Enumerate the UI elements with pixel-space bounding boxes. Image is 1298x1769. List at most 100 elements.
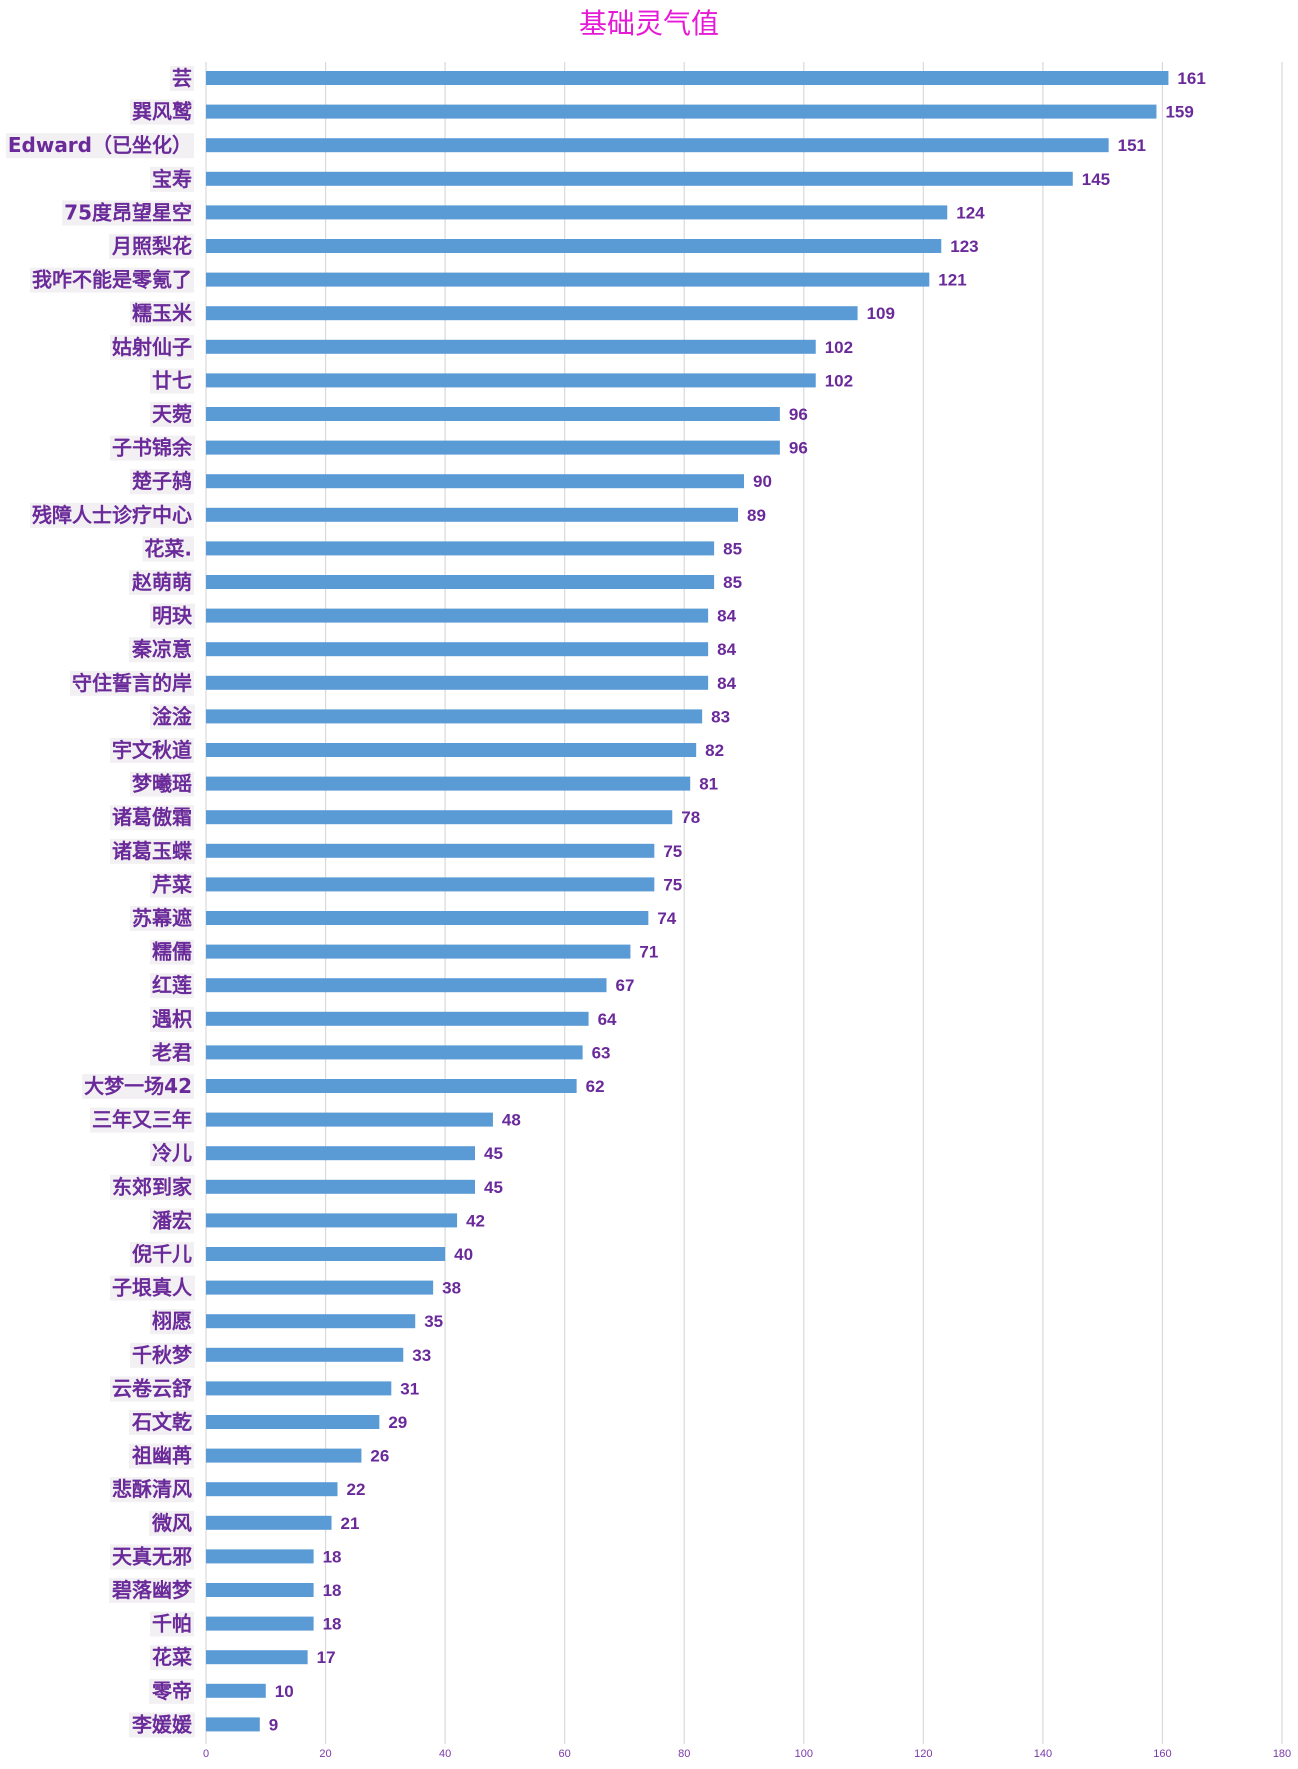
- category-label-background: [150, 166, 194, 192]
- data-label: 123: [950, 237, 978, 256]
- data-label: 109: [867, 304, 895, 323]
- data-label: 96: [789, 439, 808, 458]
- data-label: 78: [681, 808, 700, 827]
- bar: [206, 877, 655, 892]
- data-label: 71: [639, 943, 658, 962]
- category-label: 天菀: [152, 402, 192, 426]
- bar: [206, 1616, 314, 1631]
- category-label-background: [150, 402, 194, 427]
- bar: [206, 474, 744, 489]
- bar: [206, 1079, 577, 1093]
- category-label-background: [150, 1611, 194, 1637]
- category-label: 守住誓言的岸: [72, 671, 192, 695]
- category-label-background: [110, 1544, 194, 1570]
- category-label-background: [82, 1074, 194, 1099]
- category-label-background: [110, 1275, 195, 1301]
- category-label-background: [150, 1645, 194, 1671]
- bar: [206, 1683, 266, 1698]
- category-label: 月照梨花: [111, 234, 192, 258]
- category-label-background: [90, 1107, 194, 1133]
- data-label: 21: [341, 1514, 360, 1533]
- bar: [206, 1314, 416, 1329]
- category-label-background: [110, 1174, 195, 1200]
- bar: [206, 1045, 583, 1060]
- bar: [206, 104, 1157, 119]
- data-label: 124: [956, 203, 985, 222]
- chart-title: 基础灵气值: [579, 7, 719, 40]
- category-label: 糯玉米: [132, 301, 193, 325]
- bar: [206, 675, 709, 690]
- data-labels: 1611591511451241231211091021029696908985…: [269, 69, 1206, 1734]
- category-label-background: [30, 267, 194, 293]
- bar: [206, 743, 697, 757]
- data-label: 83: [711, 707, 730, 726]
- category-label: 红莲: [152, 973, 192, 997]
- bar: [206, 1179, 475, 1194]
- category-label-background: [62, 200, 194, 226]
- data-label: 33: [412, 1346, 431, 1365]
- category-label-background: [109, 1578, 195, 1603]
- category-label: 云卷云舒: [112, 1376, 192, 1400]
- category-label: 宝寿: [152, 167, 192, 191]
- bar: [206, 71, 1169, 85]
- category-label-background: [130, 1242, 194, 1267]
- data-label: 90: [753, 472, 772, 491]
- category-label-background: [150, 1309, 194, 1335]
- category-label-background: [150, 603, 195, 629]
- bar: [206, 507, 739, 522]
- x-tick-label: 160: [1153, 1748, 1171, 1760]
- category-label: 花菜.: [144, 536, 192, 560]
- data-label: 31: [400, 1379, 419, 1398]
- data-label: 96: [789, 405, 808, 424]
- category-label-background: [150, 368, 194, 394]
- category-label: 残障人士诊疗中心: [32, 503, 192, 527]
- bar: [206, 608, 709, 623]
- category-label-background: [110, 738, 194, 763]
- data-label: 17: [317, 1648, 336, 1667]
- category-label: 冷儿: [152, 1141, 192, 1165]
- category-label-background: [129, 1712, 195, 1738]
- category-label-background: [150, 1006, 194, 1032]
- category-label-background: [150, 1040, 194, 1066]
- bar: [206, 944, 631, 959]
- data-label: 145: [1082, 170, 1110, 189]
- category-label: 明玦: [152, 604, 193, 628]
- data-label: 151: [1118, 136, 1146, 155]
- bar: [206, 1549, 314, 1564]
- category-label-background: [109, 234, 194, 259]
- data-label: 26: [370, 1447, 389, 1466]
- bar: [206, 138, 1109, 153]
- category-label: 姑射仙子: [112, 335, 192, 359]
- category-label-background: [149, 1510, 194, 1536]
- data-label: 102: [825, 371, 853, 390]
- bar: [206, 1112, 493, 1127]
- data-label: 62: [586, 1077, 605, 1096]
- category-label-background: [150, 939, 194, 965]
- x-tick-label: 0: [203, 1748, 209, 1760]
- bar: [206, 373, 816, 388]
- bar: [206, 541, 715, 556]
- bar: [206, 1515, 332, 1530]
- category-label: 我咋不能是零氪了: [32, 268, 192, 292]
- category-label: 诸葛傲霜: [112, 805, 192, 829]
- category-label: 石文乾: [131, 1410, 192, 1434]
- category-label: 东郊到家: [112, 1175, 193, 1199]
- data-label: 85: [723, 573, 742, 592]
- data-label: 121: [938, 271, 966, 290]
- category-label: 祖幽苒: [131, 1444, 192, 1468]
- bar: [206, 407, 780, 421]
- data-label: 38: [442, 1279, 461, 1298]
- data-label: 48: [502, 1111, 521, 1130]
- data-label: 84: [717, 607, 736, 626]
- category-label: 倪千儿: [132, 1242, 192, 1266]
- category-label-background: [110, 1376, 194, 1402]
- x-tick-label: 180: [1273, 1748, 1291, 1760]
- category-label: 天真无邪: [112, 1544, 192, 1568]
- data-label: 18: [323, 1547, 342, 1566]
- bar: [206, 306, 858, 321]
- category-label: 老君: [152, 1040, 192, 1064]
- data-label: 82: [705, 741, 724, 760]
- bar: [206, 1650, 308, 1665]
- bar: [206, 1448, 362, 1463]
- category-label: 潘宏: [152, 1208, 192, 1232]
